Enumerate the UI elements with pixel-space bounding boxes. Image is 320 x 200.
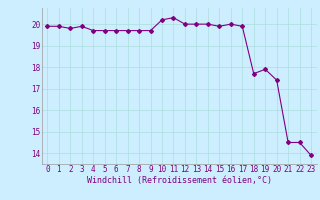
X-axis label: Windchill (Refroidissement éolien,°C): Windchill (Refroidissement éolien,°C) [87,176,272,185]
